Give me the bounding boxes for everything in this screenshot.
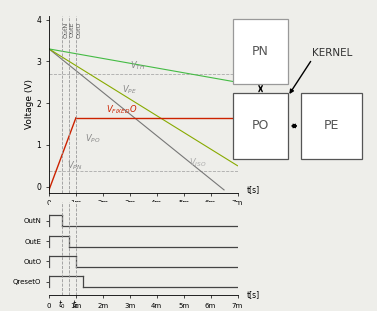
Text: OutE: OutE: [70, 22, 75, 37]
Text: PE: PE: [324, 119, 339, 132]
Text: $t_1$: $t_1$: [72, 299, 80, 311]
Text: PO: PO: [252, 119, 269, 132]
Text: OutN: OutN: [63, 22, 68, 38]
Text: $t_1$: $t_1$: [72, 201, 80, 214]
Bar: [301, 93, 362, 159]
Text: KERNEL: KERNEL: [312, 48, 352, 58]
Text: $t_0$: $t_0$: [58, 201, 66, 214]
Text: $V_{TH}$: $V_{TH}$: [130, 59, 146, 72]
Text: $V_{PE}$: $V_{PE}$: [122, 83, 137, 96]
Bar: [233, 19, 288, 84]
Bar: [233, 93, 288, 159]
Text: $V_{PO}$: $V_{PO}$: [85, 132, 101, 145]
Text: $V_{PN}$: $V_{PN}$: [66, 160, 82, 172]
Text: t[s]: t[s]: [247, 290, 260, 299]
Y-axis label: Voltage (V): Voltage (V): [25, 79, 34, 129]
Text: $V_{ISO}$: $V_{ISO}$: [189, 156, 207, 169]
Text: t[s]: t[s]: [247, 185, 260, 194]
Text: $V_{FIXED}O$: $V_{FIXED}O$: [106, 103, 137, 116]
Text: OutO: OutO: [77, 22, 82, 38]
Text: PN: PN: [252, 45, 269, 58]
Text: $t_0$: $t_0$: [58, 299, 66, 311]
